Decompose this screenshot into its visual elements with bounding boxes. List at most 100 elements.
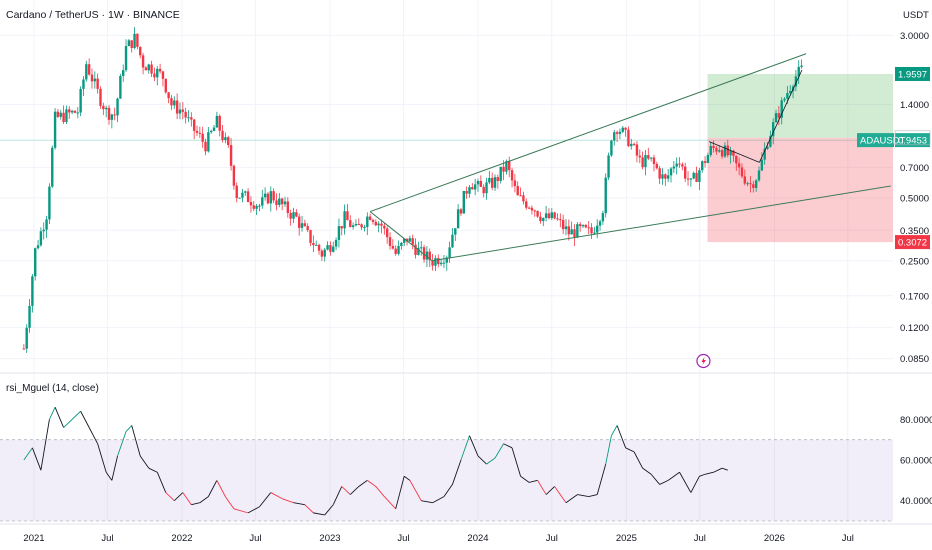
candle-body xyxy=(292,212,295,219)
candle-body xyxy=(754,180,758,188)
stop-price-label: 0.3072 xyxy=(898,238,927,249)
candle-body xyxy=(550,212,553,219)
risk-reward-zones[interactable] xyxy=(707,73,893,243)
candle-body xyxy=(547,213,551,219)
price-tick-label: 0.3500 xyxy=(900,226,929,237)
candle-body xyxy=(244,191,247,193)
currency-label: USDT xyxy=(903,10,929,21)
candle-body xyxy=(116,98,119,116)
candle-body xyxy=(351,225,355,228)
candle-body xyxy=(150,64,153,74)
candle-body xyxy=(164,78,167,93)
rsi-segment xyxy=(80,411,90,428)
candle-body xyxy=(255,205,258,209)
rsi-segment xyxy=(247,506,260,514)
rsi-segment xyxy=(460,435,470,461)
candle-body xyxy=(618,131,622,134)
entry-price-badge-border xyxy=(894,130,931,146)
candle-body xyxy=(371,219,375,222)
rsi-segment xyxy=(443,484,453,497)
candle-body xyxy=(723,145,727,157)
candle-body xyxy=(672,166,676,169)
candle-body xyxy=(93,78,97,82)
candle-body xyxy=(87,64,91,75)
candle-body xyxy=(459,209,463,214)
candle-body xyxy=(527,207,531,209)
candle-body xyxy=(156,68,159,78)
rsi-segment xyxy=(173,492,184,502)
candle-body xyxy=(90,74,94,82)
rsi-segment xyxy=(432,496,445,504)
candle-body xyxy=(357,223,360,225)
candle-body xyxy=(280,198,284,205)
rsi-segment xyxy=(565,494,578,504)
rsi-segment xyxy=(511,447,522,477)
candle-body xyxy=(559,219,562,221)
candle-body xyxy=(405,238,409,242)
rsi-segment xyxy=(358,479,368,487)
candle-body xyxy=(25,327,28,349)
rsi-segment xyxy=(633,451,644,469)
channel-lower-line[interactable] xyxy=(432,185,891,262)
rsi-segment xyxy=(588,494,598,498)
current-price-badge xyxy=(895,133,930,148)
candle-body xyxy=(567,226,571,235)
candle-body xyxy=(658,168,661,179)
loss-zone[interactable] xyxy=(707,137,893,243)
rsi-segment xyxy=(699,473,706,477)
candle-body xyxy=(323,249,326,257)
candle-body xyxy=(425,251,429,260)
projection-line[interactable] xyxy=(759,69,803,163)
current-price-label: 0.9453 xyxy=(898,136,927,147)
candle-body xyxy=(198,132,202,134)
candle-body xyxy=(246,191,250,203)
pattern-line[interactable] xyxy=(708,141,760,163)
price-tick-label: 1.4000 xyxy=(900,100,929,111)
candle-body xyxy=(272,191,275,201)
candle-body xyxy=(533,210,536,212)
candle-body xyxy=(769,136,772,147)
candle-body xyxy=(471,187,474,190)
candle-body xyxy=(437,258,440,265)
candle-body xyxy=(519,195,522,197)
candle-body xyxy=(420,247,423,249)
rsi-segment xyxy=(486,457,496,465)
x-tick-label: Jul xyxy=(694,533,706,544)
lightning-glyph xyxy=(701,357,706,365)
candle-body xyxy=(661,174,664,179)
candle-body xyxy=(417,247,420,255)
candle-body xyxy=(82,79,85,89)
candle-body xyxy=(536,210,539,217)
candle-body xyxy=(428,251,431,261)
rsi-segment xyxy=(156,472,167,493)
candle-body xyxy=(715,148,718,152)
rsi-segment xyxy=(216,480,226,497)
candle-body xyxy=(119,75,122,99)
candle-body xyxy=(508,161,511,171)
candles xyxy=(22,27,803,353)
candle-body xyxy=(124,46,128,71)
wedge-diagonal-line[interactable] xyxy=(369,211,433,262)
profit-zone[interactable] xyxy=(707,73,893,138)
candle-body xyxy=(431,260,434,266)
candle-body xyxy=(718,150,721,152)
channel-upper-line[interactable] xyxy=(369,53,807,213)
candle-body xyxy=(496,177,500,181)
candle-body xyxy=(229,145,233,166)
candle-body xyxy=(468,187,471,194)
candle-body xyxy=(346,211,349,221)
candle-body xyxy=(45,219,48,230)
candle-body xyxy=(181,109,185,112)
candle-body xyxy=(59,112,62,117)
candle-body xyxy=(343,211,346,229)
candle-body xyxy=(596,225,599,233)
candle-body xyxy=(578,224,582,227)
trendlines[interactable] xyxy=(369,53,891,369)
rsi-segment xyxy=(596,463,607,495)
rsi-segment xyxy=(367,479,377,487)
candle-body xyxy=(332,246,335,252)
candle-body xyxy=(590,227,593,234)
rsi-band xyxy=(0,439,893,521)
candle-body xyxy=(300,223,304,228)
